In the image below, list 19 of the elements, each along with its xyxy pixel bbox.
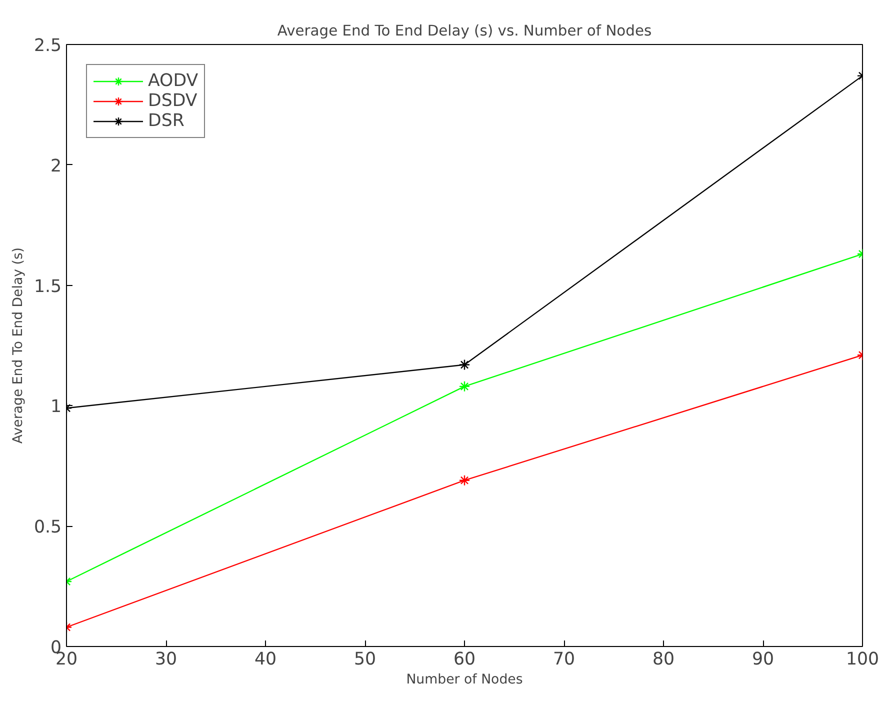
y-tick-label: 2 xyxy=(50,156,62,176)
y-tick-label: 0.5 xyxy=(34,518,62,538)
x-tick-label: 100 xyxy=(846,650,880,670)
x-tick-label: 90 xyxy=(752,650,774,670)
chart-title: Average End To End Delay (s) vs. Number of Nodes xyxy=(277,22,652,40)
x-tick-label: 50 xyxy=(354,650,376,670)
x-tick-label: 40 xyxy=(254,650,277,670)
y-tick-label: 2.5 xyxy=(34,36,62,56)
x-tick-label: 60 xyxy=(453,650,476,670)
x-tick-label: 80 xyxy=(652,650,675,670)
x-tick-label: 30 xyxy=(154,650,178,670)
legend-label: DSDV xyxy=(148,91,198,111)
x-axis-title: Number of Nodes xyxy=(406,672,523,688)
x-tick-label: 70 xyxy=(552,650,576,670)
y-tick-label: 1 xyxy=(50,397,62,418)
legend-label: AODV xyxy=(148,71,198,91)
y-tick-label: 1.5 xyxy=(34,276,62,297)
y-axis-title: Average End To End Delay (s) xyxy=(10,247,26,444)
legend-label: DSR xyxy=(148,111,184,131)
